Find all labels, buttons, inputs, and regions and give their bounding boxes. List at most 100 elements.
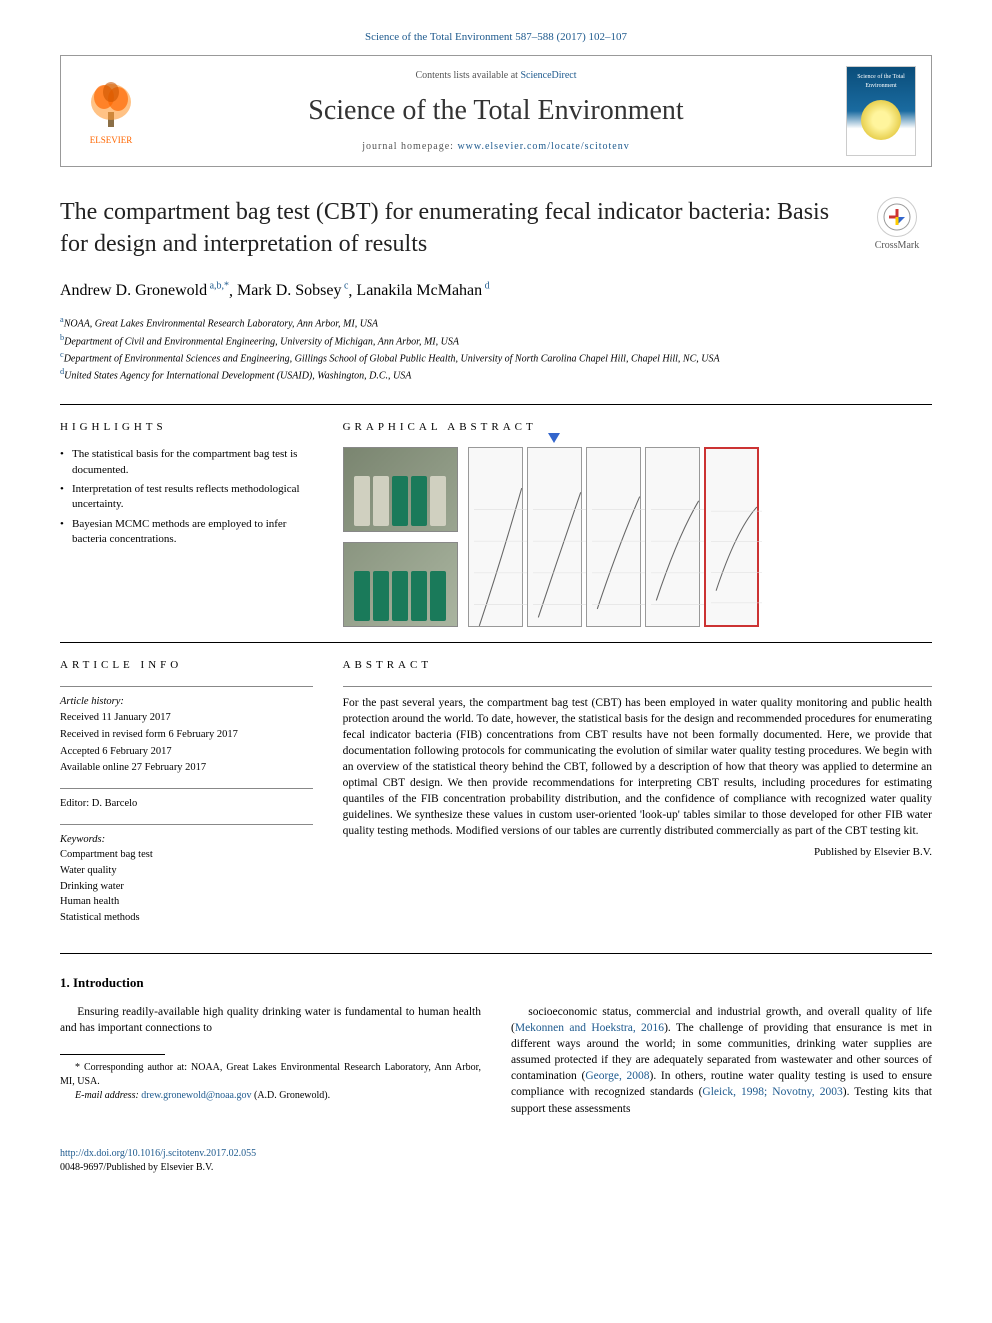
issn-line: 0048-9697/Published by Elsevier B.V.	[60, 1161, 932, 1175]
authors-line: Andrew D. Gronewold a,b,*, Mark D. Sobse…	[60, 280, 932, 303]
graphical-abstract-figure	[343, 447, 932, 627]
doi-section: http://dx.doi.org/10.1016/j.scitotenv.20…	[60, 1147, 932, 1175]
abstract-text: For the past several years, the compartm…	[343, 695, 932, 840]
keywords-block: Keywords: Compartment bag testWater qual…	[60, 833, 313, 926]
highlight-item: Interpretation of test results reflects …	[60, 482, 313, 513]
history-line: Available online 27 February 2017	[60, 761, 313, 776]
ga-bag	[373, 571, 389, 621]
ga-bags-2	[354, 571, 446, 621]
abstract-block: ABSTRACT For the past several years, the…	[343, 658, 932, 938]
journal-name: Science of the Total Environment	[146, 91, 846, 130]
highlights-block: HIGHLIGHTS The statistical basis for the…	[60, 420, 313, 627]
article-history: Article history: Received 11 January 201…	[60, 695, 313, 776]
thin-divider	[60, 788, 313, 789]
affiliation-line: aNOAA, Great Lakes Environmental Researc…	[60, 314, 932, 331]
contents-prefix: Contents lists available at	[415, 70, 520, 81]
ga-chart-panel	[527, 447, 582, 627]
author-sup: d	[482, 281, 490, 292]
corresponding-author: * Corresponding author at: NOAA, Great L…	[60, 1061, 481, 1089]
thin-divider	[60, 824, 313, 825]
intro-heading: 1. Introduction	[60, 974, 932, 992]
intro-para-1: Ensuring readily-available high quality …	[60, 1004, 481, 1036]
divider	[60, 953, 932, 954]
crossmark-icon	[877, 197, 917, 237]
footnote-divider	[60, 1054, 165, 1055]
ga-bag	[373, 476, 389, 526]
highlight-item: The statistical basis for the compartmen…	[60, 447, 313, 478]
author-sup: c	[341, 281, 348, 292]
editor-name: D. Barcelo	[92, 798, 137, 809]
history-line: Received 11 January 2017	[60, 711, 313, 726]
body-columns: Ensuring readily-available high quality …	[60, 1004, 932, 1117]
author: Lanakila McMahan d	[356, 282, 489, 299]
article-title: The compartment bag test (CBT) for enume…	[60, 197, 862, 259]
citation-link[interactable]: Mekonnen and Hoekstra, 2016	[515, 1022, 664, 1034]
ga-photos-column	[343, 447, 458, 627]
journal-homepage-link[interactable]: www.elsevier.com/locate/scitotenv	[457, 141, 629, 152]
ga-bags-1	[354, 476, 446, 526]
ga-bag	[392, 571, 408, 621]
ga-chart-panels	[468, 447, 759, 627]
ga-bag	[354, 571, 370, 621]
citation-link[interactable]: Gleick, 1998; Novotny, 2003	[702, 1086, 842, 1098]
divider	[60, 404, 932, 405]
journal-header-center: Contents lists available at ScienceDirec…	[146, 69, 846, 154]
crossmark-widget[interactable]: CrossMark	[862, 197, 932, 253]
history-line: Accepted 6 February 2017	[60, 745, 313, 760]
ga-chart-panel	[645, 447, 700, 627]
elsevier-logo: ELSEVIER	[76, 71, 146, 151]
affiliation-line: bDepartment of Civil and Environmental E…	[60, 332, 932, 349]
graphical-abstract-block: GRAPHICAL ABSTRACT	[343, 420, 932, 627]
keyword: Human health	[60, 895, 313, 910]
history-label: Article history:	[60, 695, 313, 710]
affiliation-line: dUnited States Agency for International …	[60, 366, 932, 383]
cover-graphic	[861, 100, 901, 140]
email-person: (A.D. Gronewold).	[252, 1090, 331, 1101]
doi-link[interactable]: http://dx.doi.org/10.1016/j.scitotenv.20…	[60, 1148, 256, 1159]
ga-photo-1	[343, 447, 458, 532]
sciencedirect-link[interactable]: ScienceDirect	[520, 70, 576, 81]
title-row: The compartment bag test (CBT) for enume…	[60, 197, 932, 259]
body-col-2: socioeconomic status, commercial and ind…	[511, 1004, 932, 1117]
ga-bag	[430, 571, 446, 621]
ga-chart-panel	[704, 447, 759, 627]
editor-label: Editor:	[60, 798, 92, 809]
contents-list-line: Contents lists available at ScienceDirec…	[146, 69, 846, 83]
ga-photo-2	[343, 542, 458, 627]
article-info-heading: ARTICLE INFO	[60, 658, 313, 673]
ga-bag	[411, 571, 427, 621]
ga-bag	[354, 476, 370, 526]
ga-bag	[430, 476, 446, 526]
abstract-heading: ABSTRACT	[343, 658, 932, 673]
ga-heading: GRAPHICAL ABSTRACT	[343, 420, 932, 435]
keywords-label: Keywords:	[60, 833, 313, 848]
history-line: Received in revised form 6 February 2017	[60, 728, 313, 743]
ga-bag	[392, 476, 408, 526]
email-line: E-mail address: drew.gronewold@noaa.gov …	[60, 1089, 481, 1103]
keyword: Drinking water	[60, 880, 313, 895]
author: Mark D. Sobsey c	[237, 282, 348, 299]
journal-homepage-line: journal homepage: www.elsevier.com/locat…	[146, 140, 846, 154]
thin-divider	[343, 686, 932, 687]
affiliations-block: aNOAA, Great Lakes Environmental Researc…	[60, 314, 932, 383]
published-by: Published by Elsevier B.V.	[343, 845, 932, 860]
author: Andrew D. Gronewold a,b,*	[60, 282, 229, 299]
keyword: Statistical methods	[60, 911, 313, 926]
highlights-heading: HIGHLIGHTS	[60, 420, 313, 435]
citation-link[interactable]: George, 2008	[585, 1070, 649, 1082]
elsevier-label: ELSEVIER	[90, 134, 133, 147]
crossmark-label: CrossMark	[875, 239, 919, 253]
ga-bag	[411, 476, 427, 526]
keyword: Water quality	[60, 864, 313, 879]
intro-para-2: socioeconomic status, commercial and ind…	[511, 1004, 932, 1117]
affiliation-line: cDepartment of Environmental Sciences an…	[60, 349, 932, 366]
highlight-item: Bayesian MCMC methods are employed to in…	[60, 517, 313, 548]
thin-divider	[60, 686, 313, 687]
email-label: E-mail address:	[75, 1090, 141, 1101]
author-sup: a,b,*	[207, 281, 229, 292]
journal-header: ELSEVIER Contents lists available at Sci…	[60, 55, 932, 167]
author-email-link[interactable]: drew.gronewold@noaa.gov	[141, 1090, 251, 1101]
body-col-1: Ensuring readily-available high quality …	[60, 1004, 481, 1117]
top-citation: Science of the Total Environment 587–588…	[60, 30, 932, 45]
highlights-list: The statistical basis for the compartmen…	[60, 447, 313, 547]
